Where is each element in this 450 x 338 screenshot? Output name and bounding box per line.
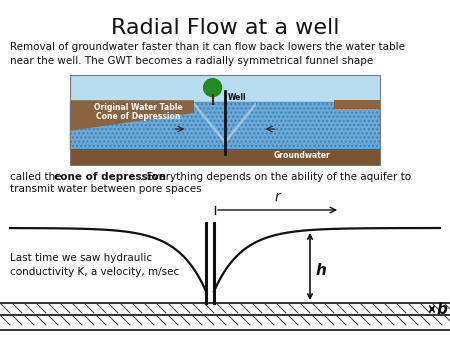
Text: b: b [437, 301, 448, 316]
Text: h: h [316, 263, 327, 278]
Bar [70, 149, 380, 165]
Text: called the: called the [10, 172, 65, 182]
Bar [70, 102, 380, 149]
Polygon shape [194, 102, 256, 144]
Text: transmit water between pore spaces: transmit water between pore spaces [10, 184, 202, 194]
Text: r: r [274, 190, 280, 204]
Text: Removal of groundwater faster than it can flow back lowers the water table
near : Removal of groundwater faster than it ca… [10, 42, 405, 66]
Text: Well: Well [228, 93, 247, 102]
Polygon shape [333, 100, 380, 109]
Text: Groundwater: Groundwater [274, 151, 331, 161]
Text: cone of depression: cone of depression [54, 172, 166, 182]
Text: Cone of Depression: Cone of Depression [96, 112, 180, 121]
Bar [70, 75, 380, 104]
Bar [70, 75, 380, 165]
Text: Original Water Table: Original Water Table [94, 103, 183, 112]
Circle shape [203, 79, 221, 97]
Text: Radial Flow at a well: Radial Flow at a well [111, 18, 339, 38]
Text: Last time we saw hydraulic
conductivity K, a velocity, m/sec: Last time we saw hydraulic conductivity … [10, 253, 179, 277]
Text: . Everything depends on the ability of the aquifer to: . Everything depends on the ability of t… [140, 172, 411, 182]
Bar [70, 102, 380, 149]
Polygon shape [70, 100, 194, 131]
